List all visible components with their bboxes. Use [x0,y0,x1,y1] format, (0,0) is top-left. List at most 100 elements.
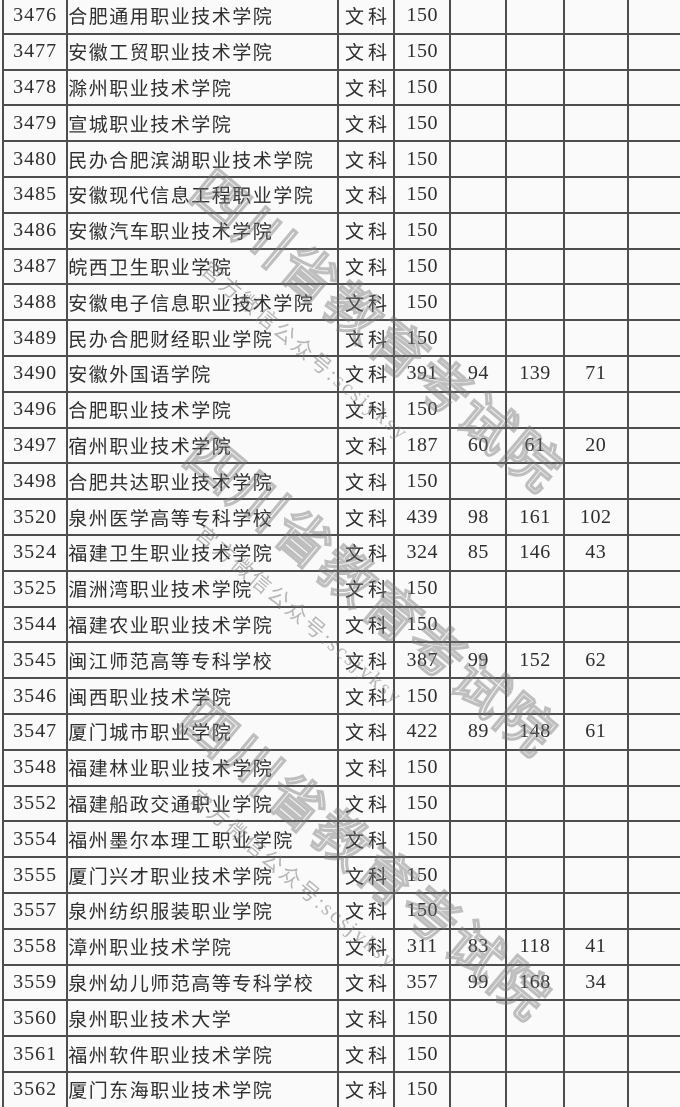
cell-stat-3 [562,784,629,823]
cell-stat-4 [626,319,680,357]
cell-college-name: 民办合肥滨湖职业技术学院 [66,140,339,178]
cell-subject: 文科 [336,569,396,608]
cell-stat-3 [562,104,629,143]
cell-stat-2 [505,32,565,71]
cell-stat-1 [449,1070,508,1107]
table-row: 3555 厦门兴才职业技术学院 文科 150 [1,856,680,894]
table-row: 3520 泉州医学高等专科学校 文科 439 98 161 102 [1,498,680,536]
table-row: 3489 民办合肥财经职业学院 文科 150 [1,319,680,357]
cell-subject: 文科 [336,641,396,680]
cell-stat-1 [449,283,508,322]
cell-stat-4 [626,498,680,536]
cell-college-name: 安徽工贸职业技术学院 [66,32,339,71]
cell-stat-4 [626,533,680,572]
cell-stat-2: 161 [505,498,565,536]
cell-stat-4 [626,820,680,859]
cell-stat-4 [626,211,680,250]
cell-stat-3: 34 [562,963,629,1002]
cell-college-name: 福建农业职业技术学院 [66,605,339,644]
cell-stat-2 [505,891,565,930]
cell-score: 439 [393,498,452,536]
cell-college-code: 3554 [1,820,69,859]
cell-college-name: 滁州职业技术学院 [66,68,339,107]
cell-stat-3 [562,211,629,250]
cell-score: 422 [393,712,452,751]
table-row: 3488 安徽电子信息职业技术学院 文科 150 [1,283,680,322]
cell-subject: 文科 [336,891,396,930]
cell-college-name: 闽江师范高等专科学校 [66,641,339,680]
table-row: 3487 皖西卫生职业学院 文科 150 [1,247,680,286]
cell-college-code: 3487 [1,247,69,286]
table-row: 3544 福建农业职业技术学院 文科 150 [1,605,680,644]
cell-college-name: 泉州幼儿师范高等专科学校 [66,963,339,1002]
cell-subject: 文科 [336,1070,396,1107]
cell-college-code: 3477 [1,32,69,71]
cell-subject: 文科 [336,999,396,1038]
cell-stat-2 [505,569,565,608]
cell-stat-1 [449,820,508,859]
cell-college-name: 湄洲湾职业技术学院 [66,569,339,608]
cell-score: 150 [393,462,452,501]
cell-stat-2 [505,390,565,429]
cell-stat-4 [626,140,680,178]
cell-stat-4 [626,963,680,1002]
cell-college-code: 3548 [1,748,69,787]
cell-stat-3: 62 [562,641,629,680]
cell-college-name: 皖西卫生职业学院 [66,247,339,286]
cell-score: 150 [393,0,452,35]
cell-college-name: 福州软件职业技术学院 [66,1035,339,1073]
cell-stat-4 [626,1070,680,1107]
cell-score: 150 [393,104,452,143]
cell-subject: 文科 [336,1035,396,1073]
cell-college-name: 民办合肥财经职业学院 [66,319,339,357]
cell-stat-1 [449,0,508,35]
cell-stat-3 [562,748,629,787]
cell-stat-4 [626,856,680,894]
cell-college-name: 合肥通用职业技术学院 [66,0,339,35]
cell-college-code: 3497 [1,426,69,465]
cell-stat-4 [626,32,680,71]
cell-college-code: 3544 [1,605,69,644]
cell-stat-1 [449,211,508,250]
cell-subject: 文科 [336,283,396,322]
cell-stat-2 [505,283,565,322]
cell-college-name: 福建船政交通职业学院 [66,784,339,823]
cell-stat-1 [449,390,508,429]
cell-score: 150 [393,605,452,644]
cell-stat-3 [562,0,629,35]
cell-stat-4 [626,927,680,966]
table-row: 3485 安徽现代信息工程职业学院 文科 150 [1,175,680,214]
cell-score: 150 [393,1035,452,1073]
cell-college-name: 泉州医学高等专科学校 [66,498,339,536]
cell-stat-3 [562,569,629,608]
cell-score: 150 [393,390,452,429]
table-row: 3477 安徽工贸职业技术学院 文科 150 [1,32,680,71]
cell-score: 150 [393,175,452,214]
cell-stat-1: 98 [449,498,508,536]
cell-stat-2 [505,175,565,214]
cell-score: 150 [393,140,452,178]
cell-score: 150 [393,68,452,107]
cell-college-name: 福建卫生职业技术学院 [66,533,339,572]
cell-stat-3 [562,605,629,644]
cell-stat-1 [449,605,508,644]
cell-college-name: 闽西职业技术学院 [66,677,339,715]
cell-college-name: 宣城职业技术学院 [66,104,339,143]
cell-subject: 文科 [336,677,396,715]
cell-stat-4 [626,605,680,644]
cell-stat-1 [449,999,508,1038]
cell-stat-3 [562,319,629,357]
cell-subject: 文科 [336,856,396,894]
table-row: 3561 福州软件职业技术学院 文科 150 [1,1035,680,1073]
cell-stat-1 [449,677,508,715]
table-row: 3552 福建船政交通职业学院 文科 150 [1,784,680,823]
cell-score: 150 [393,32,452,71]
cell-stat-1: 89 [449,712,508,751]
cell-stat-3 [562,247,629,286]
cell-stat-1 [449,784,508,823]
cell-college-code: 3555 [1,856,69,894]
cell-stat-3: 71 [562,354,629,393]
cell-score: 150 [393,891,452,930]
cell-stat-4 [626,0,680,35]
cell-stat-1 [449,891,508,930]
